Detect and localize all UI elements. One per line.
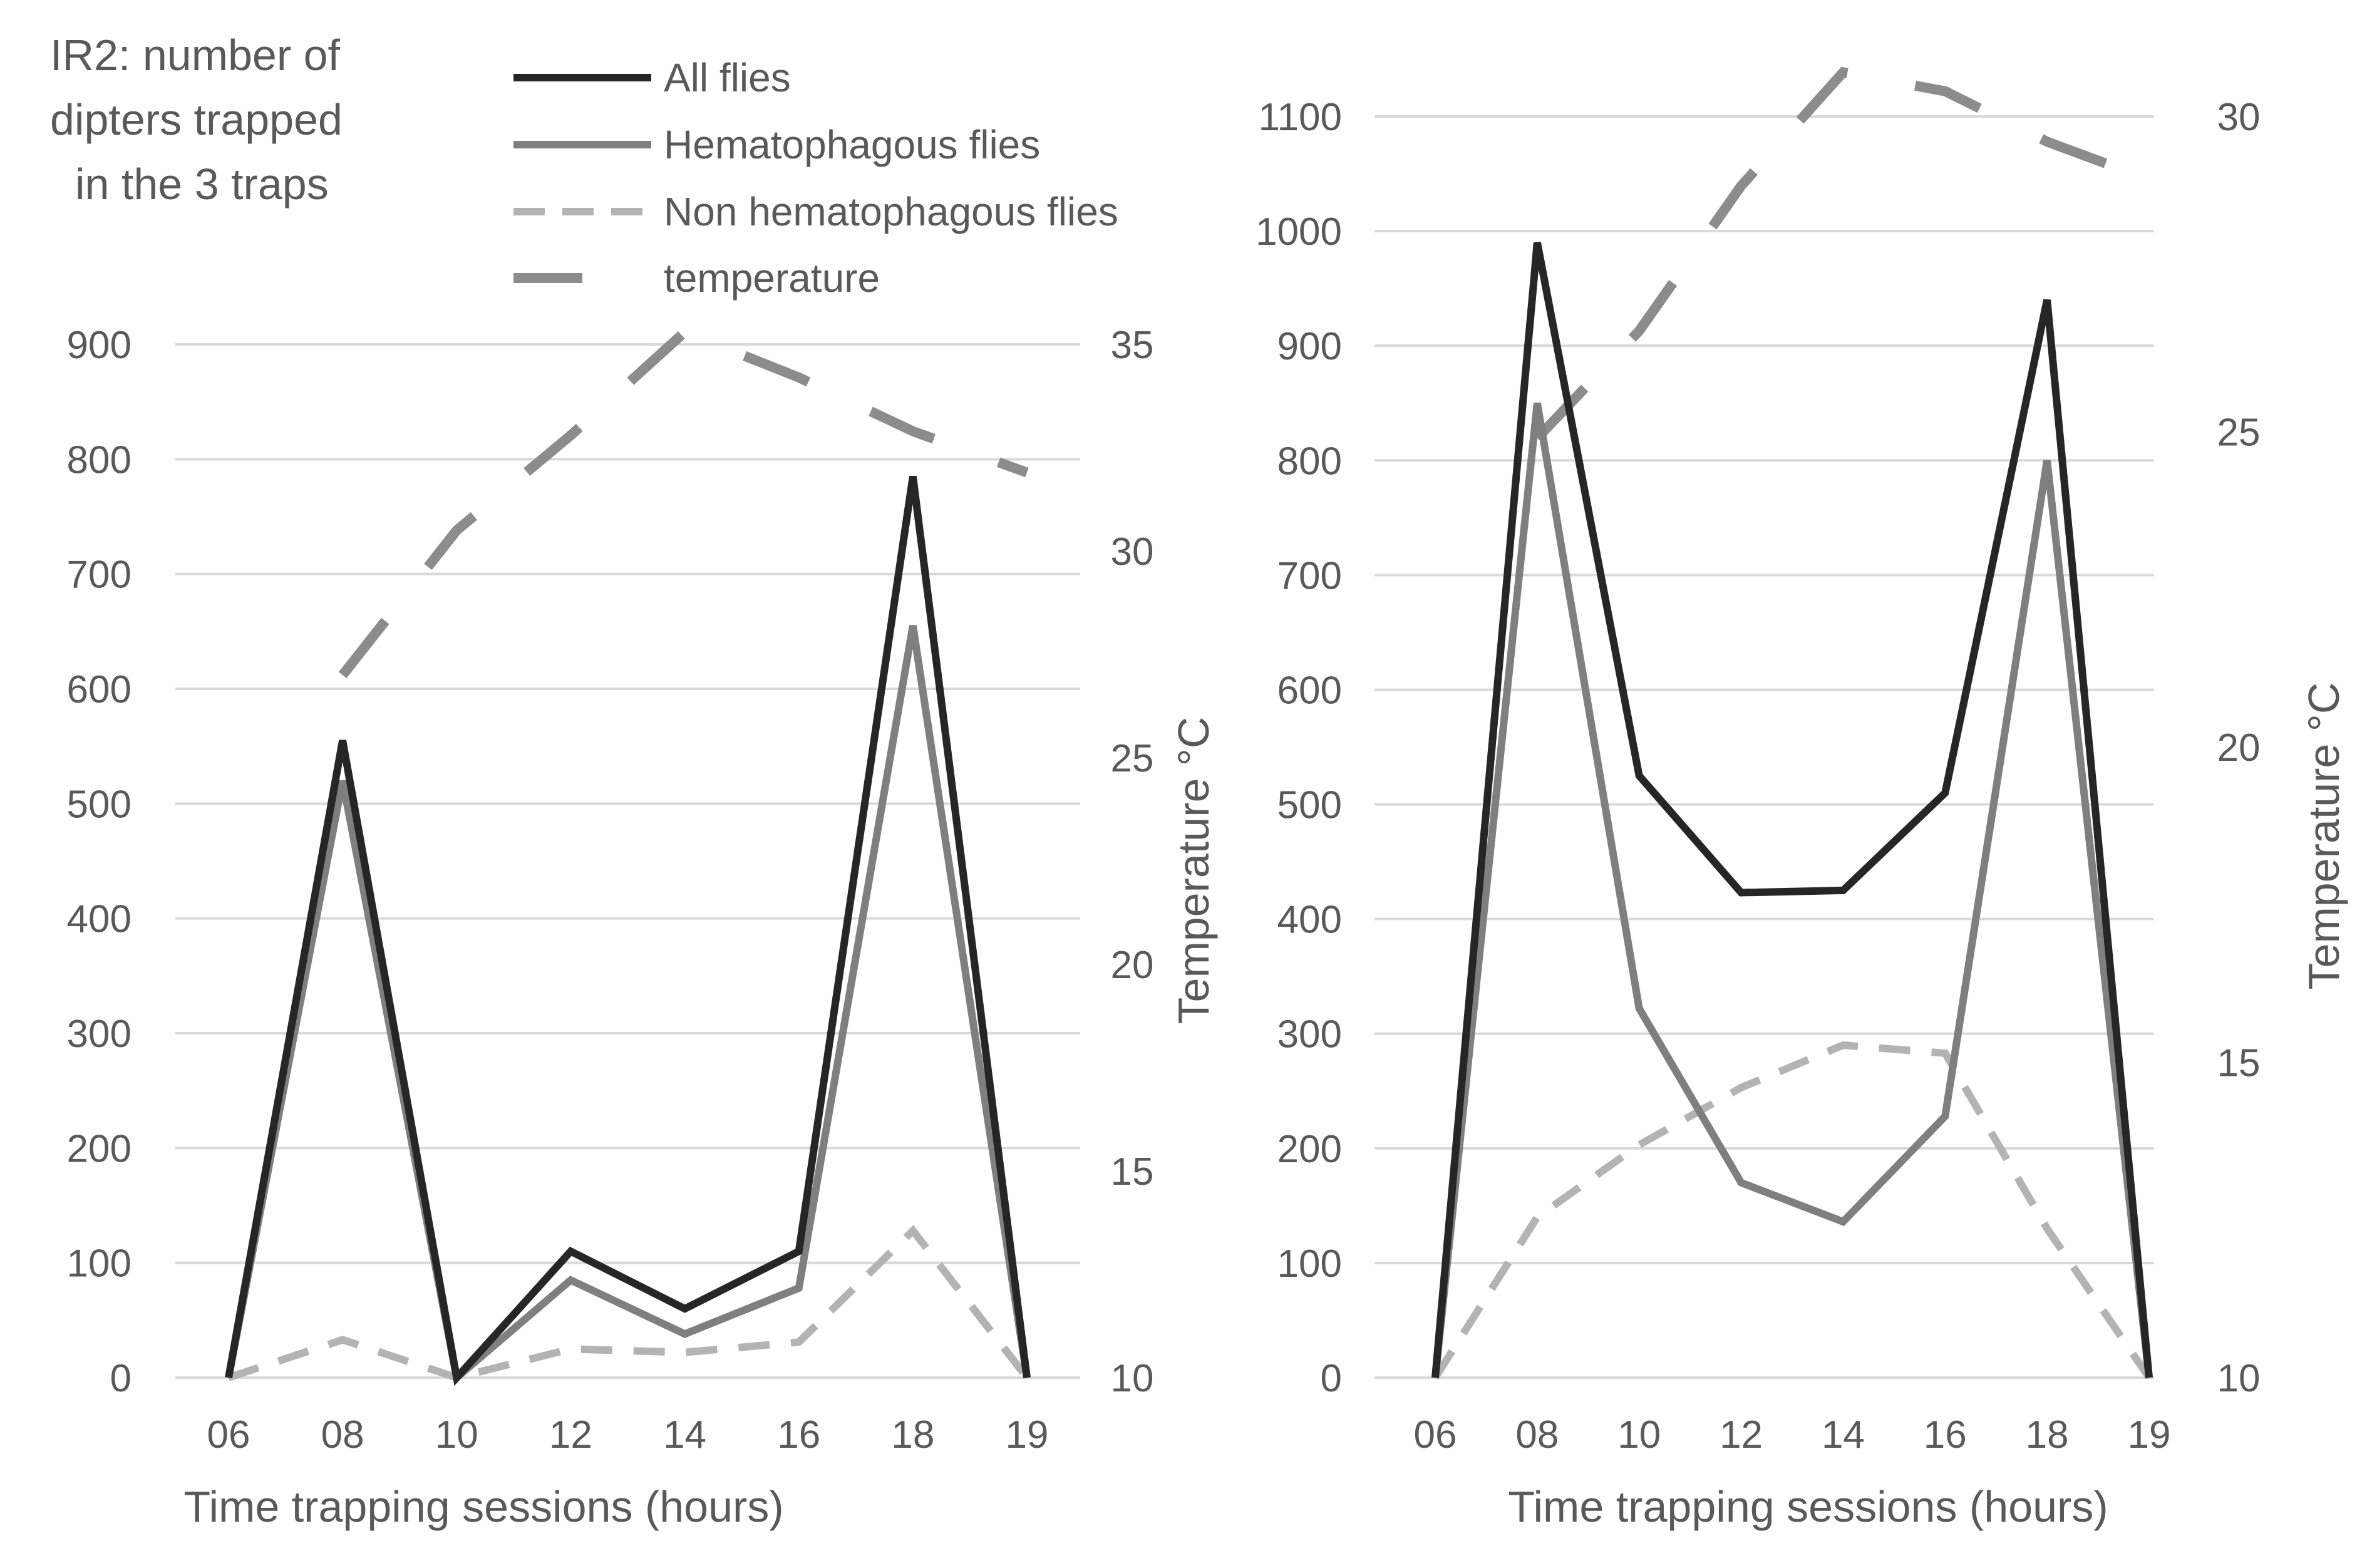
series-line-hematophagous-flies	[1431, 402, 2153, 1378]
y-tick-label: 600	[1277, 669, 1342, 712]
right-chart: 0 100 200 300 400 500 600 700 800 900 1000 1100 10 15…	[1256, 66, 2348, 1531]
left-chart: 0 100 200 300 400 500 600 700 800 900 10 15 20 25 30 35…	[67, 324, 1218, 1531]
y2-axis-title: Temperature °C	[2299, 683, 2348, 990]
legend-label-temperature: temperature	[664, 255, 880, 301]
y-tick-label: 800	[67, 438, 132, 482]
y-tick-label: 900	[1277, 325, 1342, 368]
y2-tick-label: 15	[1111, 1150, 1154, 1194]
x-tick-label: 12	[1720, 1413, 1763, 1457]
y-tick-label: 300	[1277, 1013, 1342, 1056]
x-tick-label: 14	[663, 1413, 706, 1457]
legend-label-non-hematophagous: Non hematophagous flies	[664, 189, 1118, 234]
y-tick-label: 200	[1277, 1128, 1342, 1171]
y-tick-label: 400	[67, 898, 132, 941]
x-tick-label: 18	[2026, 1413, 2069, 1457]
y-tick-label: 500	[67, 783, 132, 826]
y-tick-label: 700	[67, 554, 132, 597]
y2-tick-label: 30	[2217, 96, 2261, 139]
legend-label-all-flies: All flies	[664, 55, 791, 100]
series-line-temperature	[1534, 66, 2151, 442]
y-tick-label: 400	[1277, 899, 1342, 942]
x-axis-title: Time trapping sessions (hours)	[183, 1482, 783, 1531]
y2-tick-label: 10	[2217, 1357, 2261, 1400]
y-tick-label: 200	[67, 1127, 132, 1170]
y-tick-label: 800	[1277, 440, 1342, 483]
series-line-all-flies	[1431, 242, 2153, 1378]
chart-title-line-3: in the 3 traps	[75, 160, 329, 209]
x-tick-label: 16	[1924, 1413, 1967, 1457]
y-tick-label: 100	[1277, 1242, 1342, 1286]
y2-tick-label: 20	[2217, 726, 2261, 770]
x-tick-label: 19	[2128, 1413, 2171, 1457]
y2-tick-label: 15	[2217, 1042, 2261, 1085]
y2-tick-label: 10	[1111, 1357, 1154, 1400]
x-tick-label: 10	[1617, 1413, 1661, 1457]
series-line-hematophagous-flies	[225, 625, 1031, 1385]
chart-title-line-1: IR2: number of	[50, 31, 341, 80]
x-tick-label: 12	[549, 1413, 592, 1457]
chart-title-line-2: dipters trapped	[50, 95, 343, 144]
legend: All flies Hematophagous flies Non hemato…	[513, 55, 1118, 301]
x-tick-label: 19	[1006, 1413, 1049, 1457]
y-tick-label: 1000	[1256, 210, 1342, 254]
y-tick-label: 1100	[1259, 96, 1342, 139]
y2-tick-label: 30	[1111, 530, 1154, 574]
y2-axis-title: Temperature °C	[1169, 717, 1218, 1024]
y2-tick-label: 35	[1111, 324, 1154, 367]
y-tick-label: 900	[67, 324, 132, 367]
x-tick-label: 16	[777, 1413, 820, 1457]
x-tick-label: 06	[207, 1413, 250, 1457]
y2-tick-label: 20	[1111, 944, 1154, 987]
y2-tick-label: 25	[1111, 737, 1154, 780]
y-tick-label: 600	[67, 668, 132, 711]
x-tick-label: 08	[1515, 1413, 1559, 1457]
x-tick-label: 10	[435, 1413, 478, 1457]
series-line-non-hematophagous-flies	[1431, 1041, 2152, 1380]
y-tick-label: 300	[67, 1013, 132, 1056]
legend-label-hematophagous: Hematophagous flies	[664, 122, 1040, 167]
y-tick-label: 700	[1277, 554, 1342, 597]
y-tick-label: 0	[110, 1357, 132, 1400]
y-tick-label: 0	[1321, 1357, 1342, 1400]
y2-tick-label: 25	[2217, 411, 2261, 455]
series-line-temperature	[338, 326, 1029, 678]
x-axis-title: Time trapping sessions (hours)	[1508, 1482, 2108, 1531]
series-line-all-flies	[225, 475, 1031, 1386]
x-tick-label: 08	[321, 1413, 364, 1457]
x-tick-label: 14	[1822, 1413, 1865, 1457]
x-tick-label: 06	[1414, 1413, 1457, 1457]
y-tick-label: 100	[67, 1242, 132, 1286]
y-tick-label: 500	[1277, 784, 1342, 827]
x-tick-label: 18	[891, 1413, 934, 1457]
